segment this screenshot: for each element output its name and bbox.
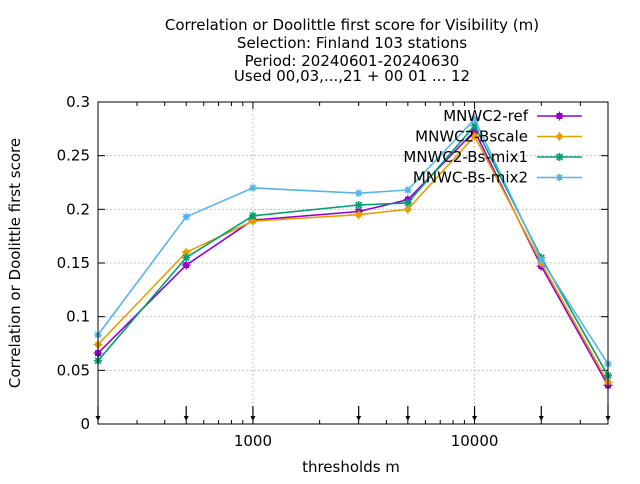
series-line bbox=[97, 118, 609, 365]
y-tick-label: 0.05 bbox=[57, 361, 90, 379]
legend-swatch-marker bbox=[555, 153, 564, 161]
data-point bbox=[470, 131, 480, 141]
legend-swatch-marker bbox=[555, 132, 564, 141]
y-tick-label: 0.3 bbox=[66, 93, 90, 111]
data-point bbox=[403, 198, 412, 207]
legend-label: MNWC2-ref bbox=[443, 107, 528, 125]
axis-ticks: 0 0.05 0.1 0.15 0.2 0.25 0.3 1000 10000 bbox=[57, 93, 609, 450]
data-point bbox=[354, 210, 364, 220]
threshold-marker-arrow bbox=[250, 416, 256, 421]
legend-swatch-marker bbox=[555, 173, 564, 182]
data-point-cross bbox=[248, 183, 257, 192]
data-point bbox=[182, 253, 191, 262]
x-tick-label: 10000 bbox=[451, 432, 499, 450]
legend-swatch-marker-cross bbox=[555, 132, 564, 141]
title-line-4: Used 00,03,...,21 + 00 01 ... 12 bbox=[234, 67, 470, 85]
threshold-markers bbox=[95, 406, 611, 421]
data-point-cross bbox=[470, 115, 479, 124]
chart-title: Correlation or Doolittle first score for… bbox=[165, 16, 539, 85]
data-point-shape bbox=[248, 211, 257, 220]
legend: MNWC2-ref MNWC2-Bscale MNWC2-Bs-mix1 MNWC-B… bbox=[403, 107, 582, 187]
threshold-marker-arrow bbox=[183, 416, 189, 421]
data-point bbox=[537, 255, 546, 264]
data-point-cross bbox=[537, 255, 546, 264]
y-axis-label: Correlation or Doolittle first score bbox=[6, 138, 24, 388]
threshold-marker-arrow bbox=[472, 416, 478, 421]
title-line-2: Selection: Finland 103 stations bbox=[237, 34, 467, 52]
series-line bbox=[97, 124, 609, 377]
legend-swatch-marker-cross bbox=[555, 173, 564, 182]
data-point-shape bbox=[182, 253, 191, 262]
y-tick-label: 0.1 bbox=[66, 308, 90, 326]
series-line bbox=[97, 135, 609, 383]
data-point-shape bbox=[470, 121, 479, 130]
data-point-cross bbox=[354, 210, 364, 220]
x-axis-label: thresholds m bbox=[302, 458, 400, 476]
grid bbox=[98, 102, 608, 424]
title-line-3: Period: 20240601-20240630 bbox=[245, 52, 460, 70]
data-point-cross bbox=[182, 212, 191, 221]
data-point bbox=[181, 260, 191, 270]
data-point bbox=[403, 186, 412, 195]
y-tick-label: 0 bbox=[80, 415, 90, 433]
legend-label: MNWC2-Bscale bbox=[415, 128, 528, 146]
series-line bbox=[97, 130, 609, 386]
legend-label: MNWC-Bs-mix2 bbox=[413, 169, 528, 187]
data-point-shape bbox=[403, 198, 412, 207]
data-point bbox=[182, 212, 191, 221]
data-point bbox=[470, 115, 479, 124]
title-line-1: Correlation or Doolittle first score for… bbox=[165, 16, 539, 34]
threshold-marker-arrow bbox=[405, 416, 411, 421]
data-point bbox=[470, 121, 479, 130]
data-point-shape bbox=[354, 201, 363, 210]
x-tick-label: 1000 bbox=[234, 432, 272, 450]
y-tick-label: 0.25 bbox=[57, 147, 90, 165]
threshold-marker-arrow bbox=[538, 416, 544, 421]
threshold-marker-arrow bbox=[356, 416, 362, 421]
y-tick-label: 0.2 bbox=[66, 200, 90, 218]
data-point-cross bbox=[470, 131, 480, 141]
data-point-cross bbox=[354, 189, 363, 198]
legend-swatch-marker-shape bbox=[555, 153, 564, 161]
data-point-cross bbox=[403, 186, 412, 195]
data-point bbox=[248, 183, 257, 192]
data-point bbox=[354, 201, 363, 210]
legend-swatch-marker bbox=[555, 111, 564, 121]
y-tick-label: 0.15 bbox=[57, 254, 90, 272]
data-point bbox=[354, 189, 363, 198]
series-group bbox=[93, 115, 613, 390]
data-point bbox=[248, 211, 257, 220]
legend-swatch-marker-cross bbox=[555, 111, 564, 121]
plot-frame bbox=[97, 101, 609, 425]
legend-label: MNWC2-Bs-mix1 bbox=[403, 148, 528, 166]
data-point-cross bbox=[181, 260, 191, 270]
